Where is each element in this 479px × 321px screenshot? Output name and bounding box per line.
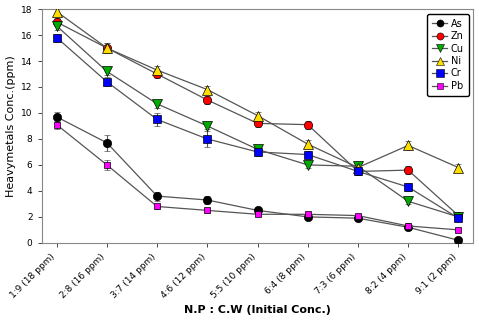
X-axis label: N.P : C.W (Initial Conc.): N.P : C.W (Initial Conc.) bbox=[184, 306, 331, 316]
Y-axis label: Heavymetals Conc.(ppm): Heavymetals Conc.(ppm) bbox=[6, 55, 15, 197]
Legend: As, Zn, Cu, Ni, Cr, Pb: As, Zn, Cu, Ni, Cr, Pb bbox=[427, 14, 468, 96]
